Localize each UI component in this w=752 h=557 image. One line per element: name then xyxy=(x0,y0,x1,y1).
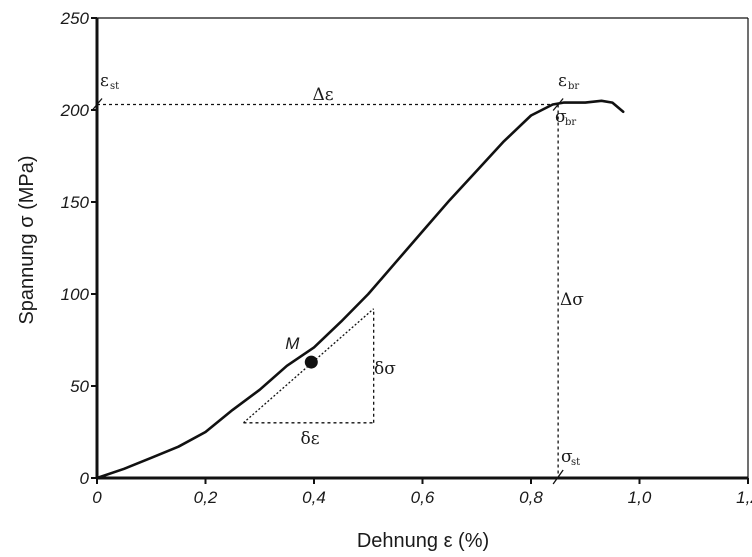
x-tick-label: 1,0 xyxy=(628,488,652,507)
y-axis-title: Spannung σ (MPa) xyxy=(16,155,38,324)
point-m-label: M xyxy=(285,334,300,353)
x-tick-label: 0,2 xyxy=(194,488,218,507)
delta-epsilon-label: Δε xyxy=(312,85,333,105)
x-tick-label: 0,6 xyxy=(411,488,435,507)
epsilon-st-label-subscript: st xyxy=(110,81,119,92)
ticks: 0 0,2 0,4 0,6 0,8 1,0 1,2 0 50 100 150 200 250 xyxy=(60,9,752,507)
y-tick-label: 250 xyxy=(60,9,90,28)
point-m-marker xyxy=(304,355,318,369)
x-axis-title: Dehnung ε (%) xyxy=(357,530,489,552)
guide-lines xyxy=(91,98,564,485)
epsilon-br-label-symbol: ε xyxy=(558,71,567,91)
series xyxy=(95,99,625,480)
sigma-st-mark xyxy=(552,469,564,485)
d-epsilon-label: δε xyxy=(300,429,319,449)
x-tick-label: 1,2 xyxy=(736,488,752,507)
y-tick-label: 200 xyxy=(60,101,90,120)
x-tick-label: 0,8 xyxy=(519,488,543,507)
epsilon-st-label-symbol: ε xyxy=(100,71,109,91)
y-tick-label: 150 xyxy=(61,193,90,212)
sigma-br-label-subscript: br xyxy=(565,117,576,128)
epsilon-st-mark xyxy=(91,98,103,111)
d-sigma-label: δσ xyxy=(374,359,396,379)
sigma-st-label-subscript: st xyxy=(571,457,580,468)
y-tick-label: 0 xyxy=(80,469,90,488)
delta-sigma-label: Δσ xyxy=(560,290,584,310)
x-tick-label: 0,4 xyxy=(302,488,326,507)
x-tick-label: 0 xyxy=(92,488,102,507)
sigma-br-label-symbol: σ xyxy=(555,107,567,127)
sigma-st-label-symbol: σ xyxy=(561,447,573,467)
stress-strain-curve xyxy=(95,99,625,480)
tangent-line xyxy=(243,308,375,424)
y-tick-label: 100 xyxy=(61,285,90,304)
epsilon-br-label-subscript: br xyxy=(568,81,579,92)
axes xyxy=(95,17,749,480)
y-tick-label: 50 xyxy=(70,377,89,396)
